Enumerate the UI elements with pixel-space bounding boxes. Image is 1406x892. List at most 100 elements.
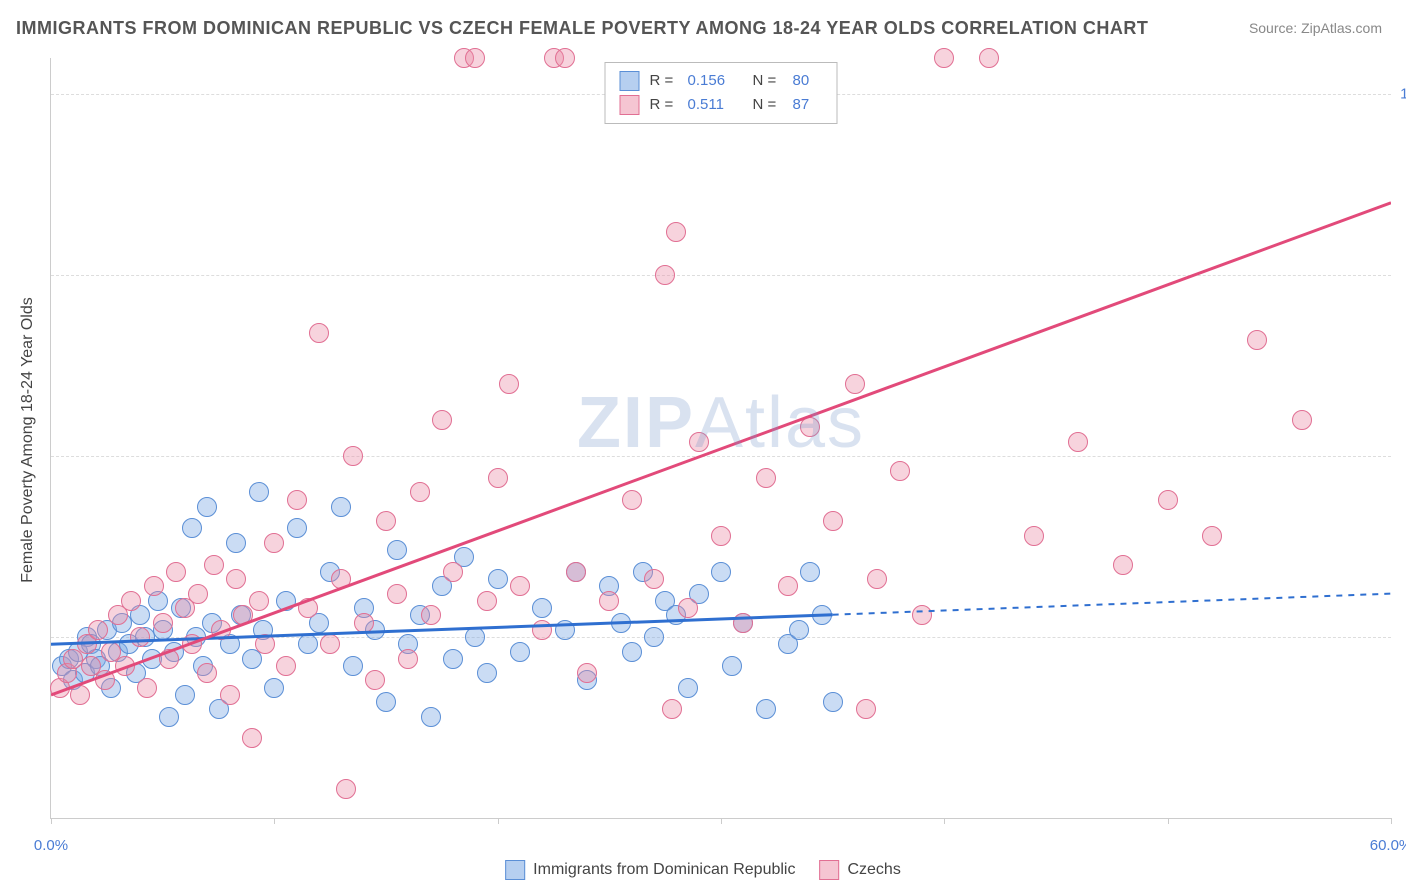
data-point-dominican (622, 642, 642, 662)
data-point-czech (410, 482, 430, 502)
data-point-dominican (376, 692, 396, 712)
legend-n-value-czech: 87 (793, 93, 823, 117)
data-point-czech (432, 410, 452, 430)
data-point-czech (890, 461, 910, 481)
legend-r-value-czech: 0.511 (688, 93, 743, 117)
data-point-dominican (532, 598, 552, 618)
data-point-czech (1292, 410, 1312, 430)
data-point-dominican (159, 707, 179, 727)
data-point-czech (662, 699, 682, 719)
legend-r-value-dominican: 0.156 (688, 69, 743, 93)
legend-n-label: N = (753, 93, 783, 117)
data-point-czech (276, 656, 296, 676)
data-point-dominican (644, 627, 664, 647)
data-point-dominican (421, 707, 441, 727)
data-point-dominican (276, 591, 296, 611)
legend-bottom: Immigrants from Dominican RepublicCzechs (505, 860, 901, 880)
plot-area: R =0.156N =80R =0.511N =87 ZIPAtlas 25.0… (50, 58, 1391, 819)
data-point-czech (655, 265, 675, 285)
data-point-czech (1113, 555, 1133, 575)
data-point-dominican (182, 518, 202, 538)
data-point-czech (233, 605, 253, 625)
data-point-dominican (226, 533, 246, 553)
data-point-czech (1068, 432, 1088, 452)
data-point-czech (211, 620, 231, 640)
data-point-czech (354, 613, 374, 633)
data-point-dominican (823, 692, 843, 712)
data-point-czech (1158, 490, 1178, 510)
x-tick-label: 60.0% (1370, 837, 1406, 854)
legend-n-label: N = (753, 69, 783, 93)
data-point-dominican (387, 540, 407, 560)
legend-top-row-czech: R = 0.511 N = 87 (620, 93, 823, 117)
y-axis-label: Female Poverty Among 18-24 Year Olds (19, 297, 37, 583)
x-tick (51, 818, 52, 824)
data-point-czech (159, 649, 179, 669)
data-point-dominican (197, 497, 217, 517)
data-point-czech (499, 374, 519, 394)
data-point-czech (711, 526, 731, 546)
data-point-czech (599, 591, 619, 611)
data-point-czech (121, 591, 141, 611)
data-point-czech (70, 685, 90, 705)
data-point-dominican (711, 562, 731, 582)
watermark-light: Atlas (695, 383, 865, 463)
data-point-czech (577, 663, 597, 683)
data-point-czech (856, 699, 876, 719)
data-point-czech (867, 569, 887, 589)
data-point-dominican (722, 656, 742, 676)
data-point-czech (678, 598, 698, 618)
data-point-czech (387, 584, 407, 604)
data-point-czech (255, 634, 275, 654)
gridline-h (51, 275, 1391, 276)
y-tick-label: 100.0% (1396, 86, 1406, 103)
data-point-czech (477, 591, 497, 611)
y-tick-label: 50.0% (1396, 448, 1406, 465)
legend-swatch-czech (620, 95, 640, 115)
data-point-czech (465, 48, 485, 68)
gridline-h (51, 456, 1391, 457)
data-point-dominican (249, 482, 269, 502)
data-point-czech (1202, 526, 1222, 546)
data-point-dominican (678, 678, 698, 698)
data-point-czech (298, 598, 318, 618)
data-point-czech (376, 511, 396, 531)
data-point-dominican (298, 634, 318, 654)
data-point-czech (320, 634, 340, 654)
data-point-czech (197, 663, 217, 683)
data-point-czech (331, 569, 351, 589)
data-point-czech (566, 562, 586, 582)
data-point-czech (144, 576, 164, 596)
data-point-dominican (789, 620, 809, 640)
data-point-czech (733, 613, 753, 633)
legend-n-value-dominican: 80 (793, 69, 823, 93)
data-point-czech (756, 468, 776, 488)
data-point-dominican (488, 569, 508, 589)
data-point-dominican (264, 678, 284, 698)
data-point-czech (823, 511, 843, 531)
y-tick-label: 75.0% (1396, 267, 1406, 284)
trendline-czech (51, 203, 1391, 695)
data-point-czech (249, 591, 269, 611)
legend-r-label: R = (650, 93, 678, 117)
trend-lines-svg (51, 58, 1391, 818)
data-point-czech (309, 323, 329, 343)
x-tick-label: 0.0% (34, 837, 68, 854)
legend-r-label: R = (650, 69, 678, 93)
data-point-czech (934, 48, 954, 68)
data-point-dominican (510, 642, 530, 662)
data-point-czech (689, 432, 709, 452)
legend-series-label-dominican: Immigrants from Dominican Republic (533, 861, 795, 879)
data-point-dominican (611, 613, 631, 633)
data-point-czech (778, 576, 798, 596)
data-point-czech (95, 670, 115, 690)
data-point-czech (130, 627, 150, 647)
data-point-dominican (756, 699, 776, 719)
data-point-czech (226, 569, 246, 589)
data-point-dominican (331, 497, 351, 517)
data-point-czech (644, 569, 664, 589)
data-point-czech (532, 620, 552, 640)
data-point-czech (204, 555, 224, 575)
y-tick-label: 25.0% (1396, 629, 1406, 646)
data-point-dominican (175, 685, 195, 705)
